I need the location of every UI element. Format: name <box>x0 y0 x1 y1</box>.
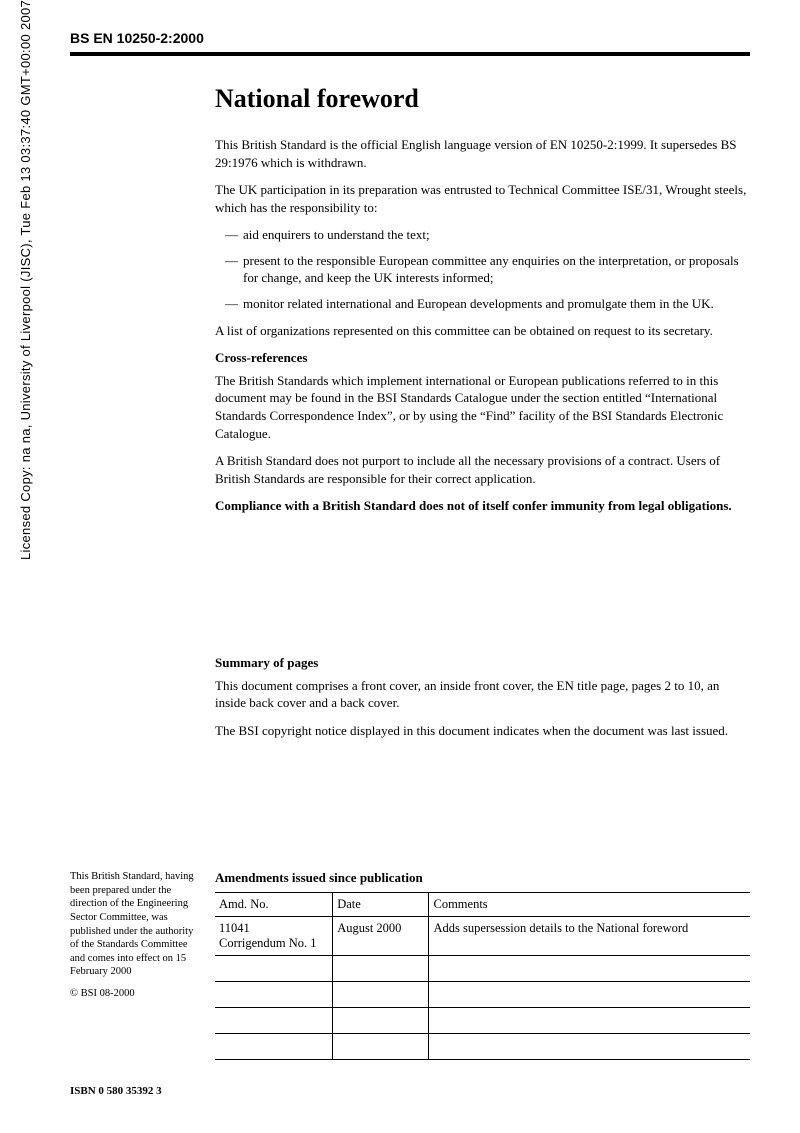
dash-icon: — <box>215 226 243 244</box>
page-title: National foreword <box>215 84 750 114</box>
copyright-notice: © BSI 08-2000 <box>70 988 135 999</box>
main-column: National foreword This British Standard … <box>215 84 750 739</box>
crossref-para-1: The British Standards which implement in… <box>215 372 750 442</box>
cell-comment: Adds supersession details to the Nationa… <box>429 917 750 956</box>
table-row <box>215 1034 750 1060</box>
summary-para-1: This document comprises a front cover, a… <box>215 677 750 712</box>
list-item-text: present to the responsible European comm… <box>243 252 750 287</box>
page-content: BS EN 10250-2:2000 National foreword Thi… <box>70 30 750 749</box>
cell-amd-no: 11041 Corrigendum No. 1 <box>215 917 333 956</box>
intro-para-2: The UK participation in its preparation … <box>215 181 750 216</box>
compliance-para: Compliance with a British Standard does … <box>215 497 750 515</box>
list-item: — aid enquirers to understand the text; <box>215 226 750 244</box>
crossref-heading: Cross-references <box>215 350 750 366</box>
dash-icon: — <box>215 252 243 287</box>
publication-note: This British Standard, having been prepa… <box>70 870 200 979</box>
summary-block: Summary of pages This document comprises… <box>215 655 750 740</box>
list-item: — monitor related international and Euro… <box>215 295 750 313</box>
intro-para-1: This British Standard is the official En… <box>215 136 750 171</box>
col-amd-no: Amd. No. <box>215 893 333 917</box>
list-item-text: monitor related international and Europe… <box>243 295 750 313</box>
header-rule <box>70 52 750 56</box>
dash-icon: — <box>215 295 243 313</box>
table-row <box>215 982 750 1008</box>
crossref-para-2: A British Standard does not purport to i… <box>215 452 750 487</box>
cell-date: August 2000 <box>333 917 429 956</box>
orgs-para: A list of organizations represented on t… <box>215 322 750 340</box>
summary-heading: Summary of pages <box>215 655 750 671</box>
amendments-area: Amendments issued since publication Amd.… <box>215 870 750 1060</box>
list-item-text: aid enquirers to understand the text; <box>243 226 750 244</box>
table-header-row: Amd. No. Date Comments <box>215 893 750 917</box>
table-row <box>215 1008 750 1034</box>
license-watermark: Licensed Copy: na na, University of Live… <box>18 0 33 560</box>
col-comments: Comments <box>429 893 750 917</box>
amendments-heading: Amendments issued since publication <box>215 870 750 886</box>
responsibility-list: — aid enquirers to understand the text; … <box>215 226 750 312</box>
table-row <box>215 956 750 982</box>
list-item: — present to the responsible European co… <box>215 252 750 287</box>
col-date: Date <box>333 893 429 917</box>
document-number: BS EN 10250-2:2000 <box>70 30 750 46</box>
amendments-table: Amd. No. Date Comments 11041 Corrigendum… <box>215 892 750 1060</box>
summary-para-2: The BSI copyright notice displayed in th… <box>215 722 750 740</box>
isbn: ISBN 0 580 35392 3 <box>70 1085 162 1097</box>
table-row: 11041 Corrigendum No. 1 August 2000 Adds… <box>215 917 750 956</box>
